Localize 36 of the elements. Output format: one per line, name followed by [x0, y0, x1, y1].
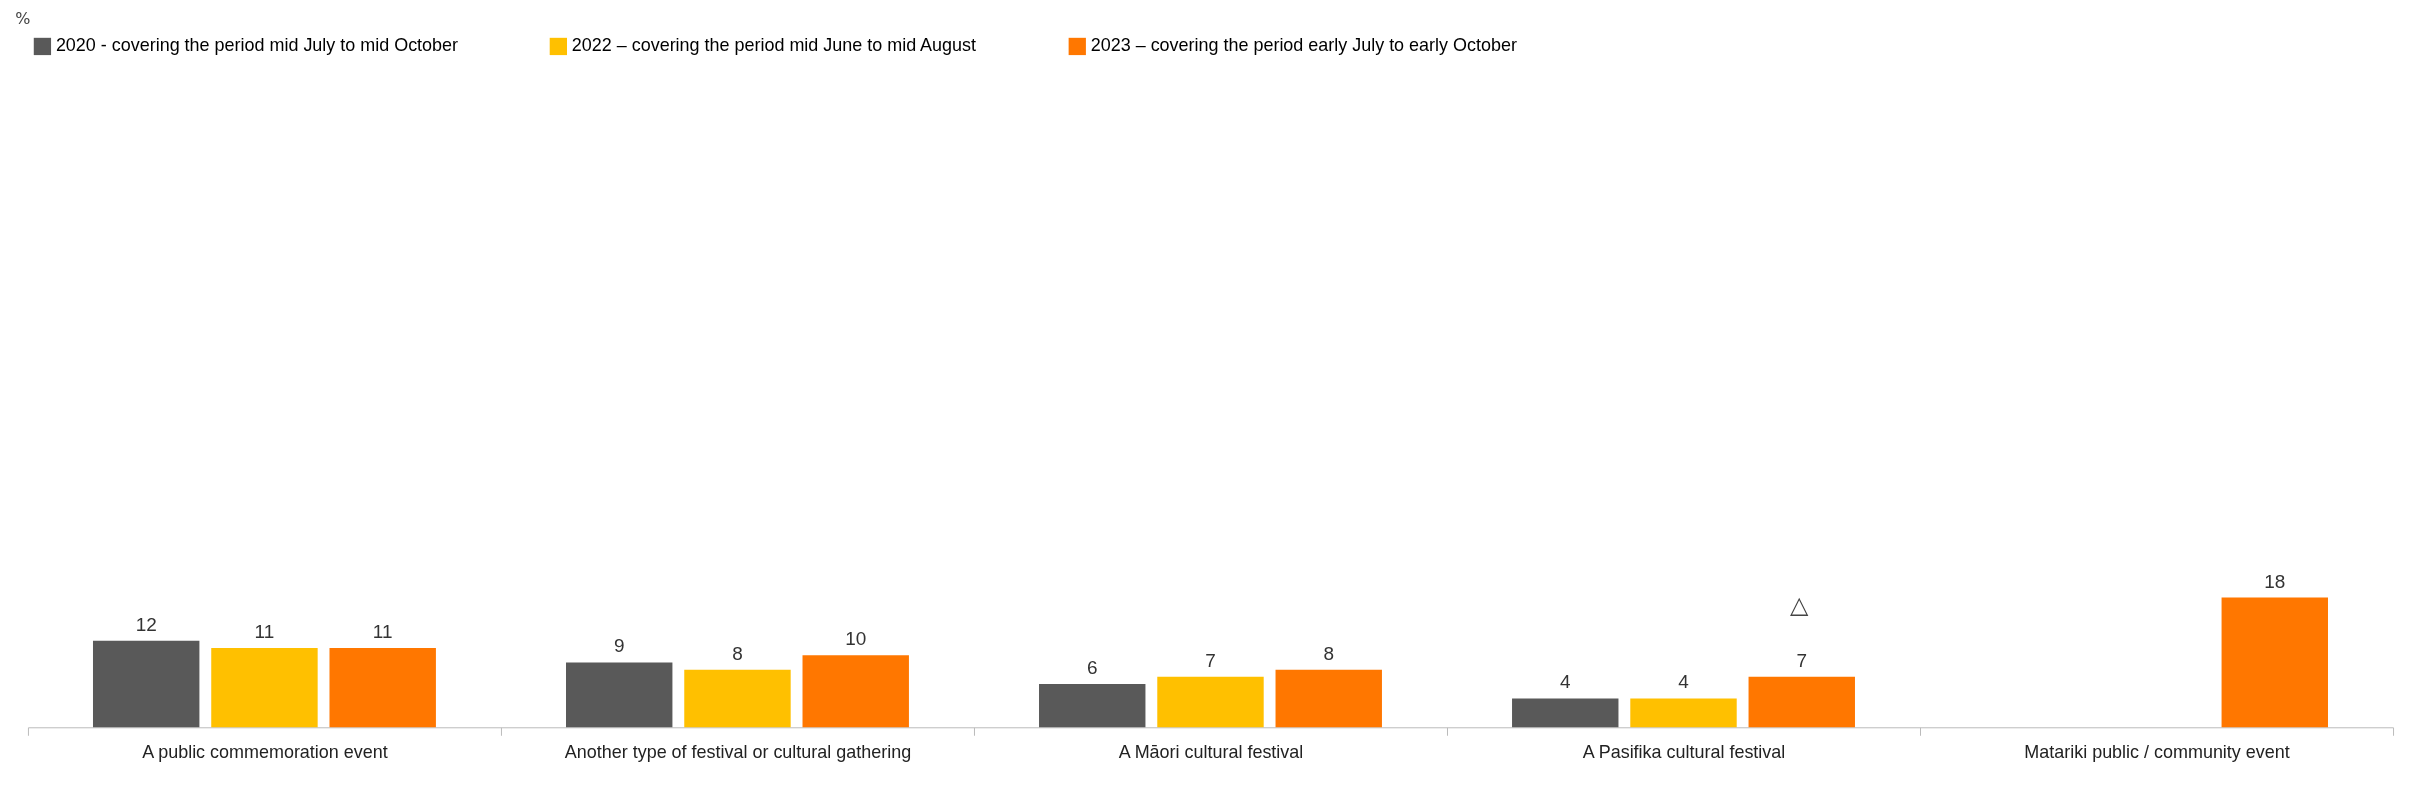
- bar: [1157, 676, 1264, 728]
- text: %: [15, 8, 31, 28]
- data-label: 11: [372, 621, 393, 643]
- data-label: 8: [1323, 642, 1335, 664]
- data-label: 11: [254, 621, 275, 643]
- data-label: 4: [1678, 671, 1689, 693]
- bar: [1512, 698, 1619, 728]
- legend-label: 2022 – covering the period mid June to mid August: [571, 35, 977, 56]
- x-tick-label: A public commemoration event: [142, 741, 388, 762]
- x-tick-label: Matariki public / community event: [2024, 741, 2290, 762]
- x-tick-label: A Pasifika cultural festival: [1582, 741, 1786, 762]
- bar: [329, 648, 436, 728]
- bar: [211, 648, 318, 728]
- data-label: 18: [2264, 570, 2286, 592]
- data-label: 4: [1559, 671, 1571, 693]
- data-label: 6: [1086, 657, 1098, 679]
- data-label: 12: [135, 613, 157, 635]
- data-label: 9: [613, 635, 625, 657]
- bar: [684, 669, 791, 728]
- data-label: 10: [845, 628, 867, 650]
- data-label: 8: [732, 642, 743, 664]
- x-tick-label: Another type of festival or cultural gathering: [564, 741, 912, 762]
- bar: [802, 655, 909, 728]
- annotation: △: [1790, 590, 1810, 619]
- data-label: 7: [1796, 649, 1808, 671]
- bar: [1039, 684, 1146, 728]
- x-tick-label: A Māori cultural festival: [1118, 741, 1304, 762]
- bar: [1630, 698, 1737, 728]
- bar: [92, 640, 200, 728]
- bar: [566, 662, 673, 728]
- bar: [2221, 597, 2328, 728]
- data-label: 7: [1205, 649, 1216, 671]
- bar: [1748, 676, 1855, 728]
- legend-label: 2020 - covering the period mid July to mid October: [55, 35, 459, 56]
- bar: [1275, 669, 1382, 728]
- legend-label: 2023 – covering the period early July to early October: [1090, 35, 1517, 56]
